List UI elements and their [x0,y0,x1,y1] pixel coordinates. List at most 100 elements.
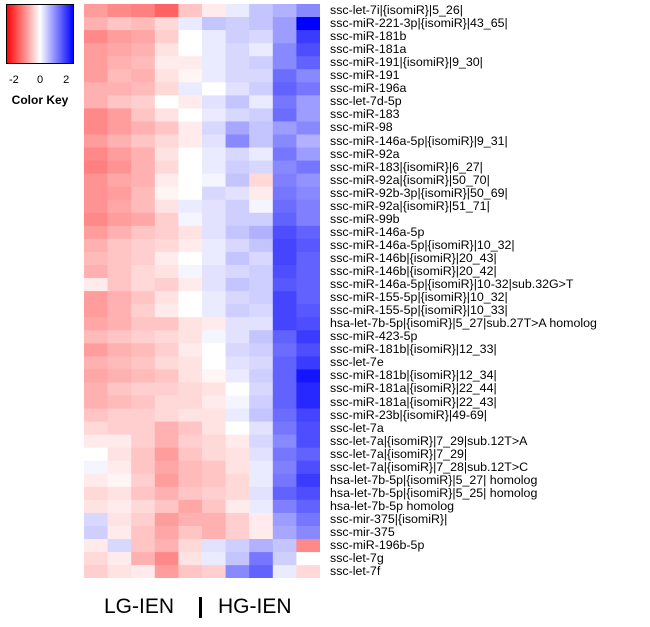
heatmap-cell [272,486,297,501]
heatmap-cell [178,30,203,44]
heatmap-cell [249,238,274,253]
heatmap-cell [249,330,274,344]
heatmap-cell [107,369,132,383]
group-label-hg-ien: HG-IEN [218,595,292,618]
row-label: ssc-let-7i|{isomiR}|5_26| [330,3,463,17]
heatmap-cell [296,17,320,31]
heatmap-cell [272,69,297,83]
row-label: ssc-miR-181b|{isomiR}|12_33| [330,342,497,357]
row-label: ssc-miR-181b|{isomiR}|12_34| [330,368,497,383]
heatmap-cell [84,434,109,449]
row-label: ssc-mir-375|{isomiR}| [330,511,448,526]
heatmap-cell [178,499,203,514]
heatmap-cell [202,369,227,383]
heatmap-cell [272,212,297,227]
heatmap-cell [154,382,179,396]
heatmap-cell [84,17,109,31]
heatmap-cell [178,512,203,527]
heatmap-cell [154,199,179,214]
heatmap-cell [296,199,320,214]
heatmap-cell [84,186,109,201]
heatmap-cell [202,30,227,44]
heatmap-cell [154,212,179,227]
heatmap-cell [296,408,320,423]
heatmap-cell [84,82,109,96]
heatmap-cell [225,304,250,318]
heatmap-cell [178,526,203,540]
heatmap-cell [154,95,179,109]
heatmap-cell [249,552,274,566]
heatmap-cell [272,186,297,201]
heatmap-cell [296,395,320,410]
heatmap-cell [131,160,156,175]
heatmap-cell [107,512,132,527]
heatmap-grid [84,4,320,578]
row-label: hsa-let-7b-5p|{isomiR}|5_27|sub.27T>A ho… [330,316,597,331]
heatmap-cell [296,278,320,292]
heatmap-cell [131,434,156,449]
heatmap-cell [249,382,274,396]
heatmap-cell [154,499,179,514]
heatmap-cell [178,225,203,240]
row-label: ssc-miR-99b [330,211,400,226]
row-label: ssc-miR-92a|{isomiR}|50_70| [330,172,490,187]
heatmap-cell [225,291,250,305]
heatmap-cell [272,343,297,357]
heatmap-cell [249,395,274,410]
heatmap-cell [84,539,109,553]
heatmap-cell [296,43,320,57]
heatmap-cell [107,526,132,540]
heatmap-cell [178,265,203,279]
heatmap-cell [84,225,109,240]
row-label: ssc-miR-146a-5p|{isomiR}|10_32| [330,237,515,252]
heatmap-cell [154,30,179,44]
heatmap-cell [131,539,156,553]
row-label: ssc-miR-181b [330,29,407,44]
heatmap-cell [154,147,179,162]
heatmap-cell [202,17,227,31]
heatmap-cell [225,199,250,214]
row-label: ssc-miR-183 [330,107,400,122]
heatmap-cell [154,304,179,318]
heatmap-cell [107,382,132,396]
heatmap-cell [296,82,320,96]
heatmap-cell [296,265,320,279]
heatmap-cell [107,343,132,357]
heatmap-cell [107,212,132,227]
heatmap-cell [84,160,109,175]
heatmap-cell [296,434,320,449]
heatmap-cell [84,56,109,70]
heatmap-cell [84,69,109,83]
heatmap-cell [131,291,156,305]
heatmap-cell [202,225,227,240]
heatmap-cell [154,225,179,240]
heatmap-cell [202,317,227,331]
row-label: ssc-let-7e [330,355,384,370]
row-label: ssc-miR-155-5p|{isomiR}|10_33| [330,303,508,318]
heatmap-cell [84,30,109,44]
heatmap-cell [107,17,132,31]
heatmap-cell [84,108,109,122]
heatmap-cell [107,460,132,475]
heatmap-cell [202,199,227,214]
row-label: ssc-miR-92a [330,146,400,161]
heatmap-cell [154,447,179,462]
heatmap-cell [296,486,320,501]
heatmap-cell [131,4,156,18]
heatmap-cell [154,565,179,578]
heatmap-cell [296,473,320,488]
heatmap-cell [178,330,203,344]
heatmap-cell [249,265,274,279]
heatmap-cell [202,565,227,578]
heatmap-cell [131,499,156,514]
heatmap-cell [225,82,250,96]
heatmap-cell [296,447,320,462]
heatmap-cell [154,82,179,96]
heatmap-cell [154,395,179,410]
heatmap-cell [84,317,109,331]
heatmap-cell [107,225,132,240]
heatmap-cell [131,134,156,149]
heatmap-cell [107,317,132,331]
heatmap-cell [296,30,320,44]
heatmap-cell [296,212,320,227]
